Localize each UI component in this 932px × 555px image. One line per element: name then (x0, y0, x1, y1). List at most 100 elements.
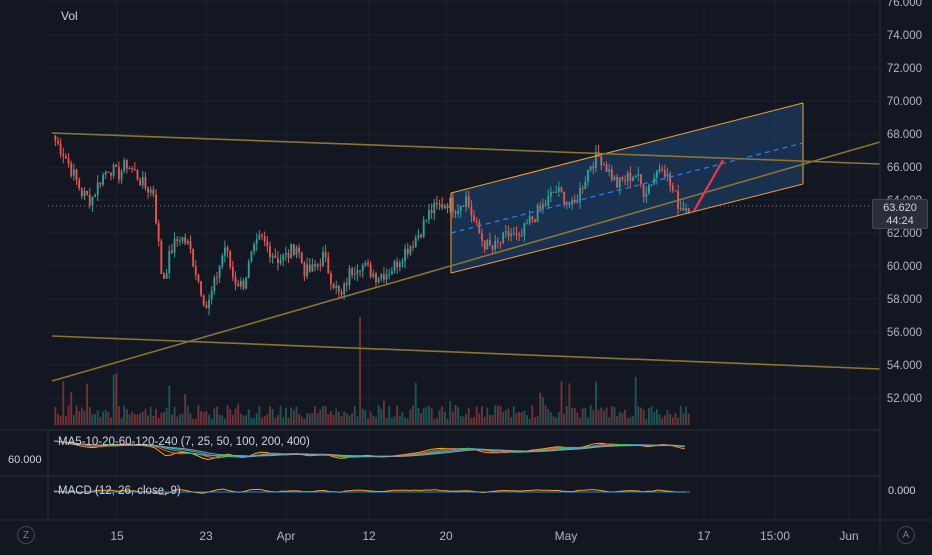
volume-bar (292, 410, 295, 425)
volume-bar (78, 411, 81, 425)
candle-body (557, 187, 560, 192)
candle-body (115, 164, 118, 167)
volume-bar (483, 416, 486, 425)
candle-body (343, 283, 346, 295)
volume-bar (396, 405, 399, 425)
candle-body (67, 158, 70, 164)
drawings-front (51, 102, 881, 382)
candle-body (88, 194, 91, 206)
volume-bar (269, 406, 271, 425)
volume-bar (587, 417, 589, 425)
price-tick-label: 74.000 (887, 30, 922, 42)
candle-body (618, 177, 621, 188)
candle-countdown: 44:24 (886, 215, 914, 227)
candle-body (94, 194, 97, 197)
candle-body (176, 238, 179, 242)
candle-body (520, 234, 523, 236)
candle-body (223, 247, 226, 256)
macd-indicator-title[interactable]: MACD (12, 26, close, 9) (58, 485, 181, 497)
time-tick-label: 15 (110, 529, 124, 543)
volume-bar (170, 414, 173, 425)
price-tick-label: 54.000 (887, 360, 922, 372)
candle-body (640, 174, 642, 185)
volume-bar (597, 409, 600, 425)
candle-body (523, 223, 526, 236)
candle-body (510, 233, 513, 236)
volume-bar (504, 410, 507, 425)
volume-bar (581, 408, 584, 425)
volume-bar (62, 381, 65, 425)
candle-body (110, 172, 112, 176)
volume-bar (263, 416, 266, 425)
volume-bar (616, 416, 619, 425)
volume-bar (422, 408, 425, 425)
candle-body (544, 204, 547, 206)
volume-bar (584, 407, 587, 425)
candle-body (322, 251, 324, 266)
candle-body (144, 176, 147, 189)
volume-bar (261, 418, 263, 425)
volume-bar (560, 381, 563, 425)
volume-bar (547, 409, 550, 425)
volume-bar (314, 406, 316, 425)
candle-body (99, 182, 102, 185)
volume-bar (512, 406, 515, 425)
candle-body (457, 211, 460, 214)
volume-bar (253, 417, 256, 425)
volume-bar (637, 406, 640, 425)
price-tick-label: 68.000 (887, 129, 922, 141)
volume-bar (541, 397, 544, 425)
candle-body (671, 185, 674, 191)
candle-body (417, 234, 420, 238)
volume-bar (361, 408, 364, 425)
candle-body (311, 264, 314, 272)
candle-body (112, 164, 115, 176)
candle-body (279, 260, 282, 264)
candle-body (674, 190, 677, 192)
volume-bar (287, 417, 290, 425)
volume-bar (57, 414, 59, 425)
candle-body (133, 169, 136, 171)
candle-body (303, 263, 306, 277)
volume-bar (94, 414, 97, 425)
last-price-tag: 63.620 44:24 (872, 199, 928, 229)
volume-bar (496, 405, 499, 425)
volume-bar (494, 405, 497, 425)
candle-body (194, 266, 197, 275)
candle-body (70, 163, 73, 176)
volume-bar (322, 405, 324, 425)
auto-scale-button[interactable]: A (897, 526, 915, 544)
volume-bar (345, 413, 348, 425)
volume-bar (54, 407, 57, 425)
ma-indicator-title[interactable]: MA5-10-20-60-120-240 (7, 25, 50, 100, 20… (58, 436, 310, 448)
volume-bar (629, 416, 632, 425)
candle-body (478, 221, 481, 234)
volume-bar (412, 405, 415, 425)
candle-body (314, 264, 316, 267)
volume-bar (226, 405, 229, 425)
volume-bar (613, 406, 616, 425)
candle-body (356, 270, 359, 274)
volume-bar (353, 405, 356, 425)
macd-lines (53, 488, 690, 495)
volume-bar (189, 413, 192, 425)
volume-bar (72, 415, 75, 425)
candle-body (650, 184, 653, 186)
volume-bar (414, 382, 417, 425)
volume-bar (571, 407, 574, 425)
candle-body (526, 223, 528, 225)
candle-body (59, 143, 62, 155)
candle-body (308, 264, 311, 272)
candle-body (507, 231, 510, 236)
candle-body (528, 216, 531, 224)
candle-body (425, 219, 428, 221)
candle-body (634, 175, 637, 178)
candle-body (536, 205, 539, 222)
zoom-button[interactable]: Z (17, 526, 35, 544)
candle-body (80, 188, 83, 197)
candle-body (581, 188, 584, 190)
volume-bar (147, 415, 150, 425)
volume-bar (610, 406, 613, 425)
